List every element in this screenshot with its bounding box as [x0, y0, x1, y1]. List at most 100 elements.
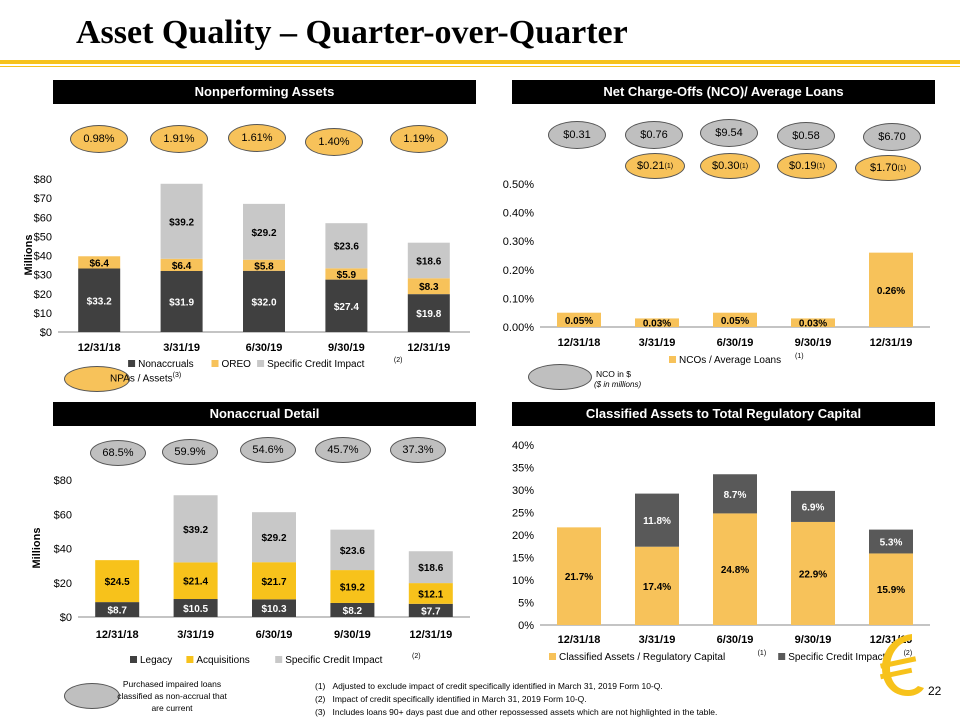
nonaccrual-current-oval: 45.7% — [315, 437, 371, 463]
data-label: $5.8 — [254, 261, 274, 272]
y-tick-label: $40 — [34, 251, 52, 263]
data-label: $19.2 — [340, 583, 365, 594]
y-tick-label: $20 — [54, 578, 72, 590]
data-label: $8.3 — [419, 282, 439, 293]
nonaccrual-header: Nonaccrual Detail — [53, 402, 476, 426]
data-label: $10.5 — [183, 604, 208, 615]
nco-chart: 0.00% 0.10% 0.20% 0.30% 0.40% 0.50% 0.05% 12/31… — [503, 179, 930, 366]
classified-chart: 0% 5% 10% 15% 20% 25% 30% 35% 40% 21.7% 12/31/18 17… — [512, 440, 930, 663]
data-label: $24.5 — [105, 577, 130, 588]
bar — [635, 493, 679, 547]
bar — [173, 495, 218, 563]
data-label: $31.9 — [169, 297, 194, 308]
data-label: 0.03% — [799, 319, 827, 330]
page-title: Asset Quality – Quarter-over-Quarter — [76, 14, 628, 51]
bar — [408, 551, 453, 584]
data-label: $32.0 — [251, 297, 276, 308]
bar — [557, 527, 601, 625]
legend-label: NCOs / Average Loans — [679, 355, 781, 366]
legend-label: OREO — [222, 359, 252, 370]
legend-swatch — [778, 653, 786, 660]
bar — [325, 268, 368, 280]
y-tick-label: $70 — [34, 193, 52, 205]
x-tick-label: 9/30/19 — [334, 629, 371, 641]
nco-dollar-oval: $0.58 — [777, 122, 835, 150]
data-label: $5.9 — [337, 270, 357, 281]
bar — [408, 603, 453, 617]
data-label: $18.6 — [418, 563, 443, 574]
y-tick-label: 20% — [512, 530, 534, 542]
bar — [78, 256, 121, 269]
nco-dollar-oval: $0.31 — [548, 121, 606, 149]
bar — [791, 318, 835, 327]
legend-label: Nonaccruals — [138, 359, 194, 370]
legend-swatch — [549, 653, 556, 660]
y-tick-label: 0.50% — [503, 179, 534, 191]
legend-label: Classified Assets / Regulatory Capital — [559, 652, 725, 663]
bar — [243, 203, 285, 260]
bar — [635, 546, 679, 625]
bar — [160, 183, 203, 259]
bar — [713, 474, 757, 514]
legend-swatch — [669, 356, 676, 363]
bar — [252, 599, 296, 617]
y-tick-label: 35% — [512, 463, 534, 475]
legend-label: Legacy — [140, 655, 172, 666]
x-tick-label: 12/31/19 — [870, 337, 913, 349]
nonaccrual-key-label: Purchased impaired loans classified as n… — [117, 679, 227, 713]
legend-swatch — [186, 656, 194, 663]
legend-label: Acquisitions — [196, 655, 249, 666]
nco-header: Net Charge-Offs (NCO)/ Average Loans — [512, 80, 935, 104]
bank-logo — [879, 634, 924, 696]
x-tick-label: 12/31/18 — [558, 337, 601, 349]
bar — [330, 529, 375, 571]
nco-adjusted-oval: $0.30 (1) — [700, 153, 760, 179]
data-label: $10.3 — [261, 604, 286, 615]
y-tick-label: $20 — [34, 289, 52, 301]
y-tick-label: 30% — [512, 485, 534, 497]
npa-chart: $0 $10 $20 $30 $40 $50 $60 $70 $80 Millions $33.2 $… — [23, 174, 470, 370]
y-tick-label: 0.40% — [503, 208, 534, 220]
data-label: $33.2 — [87, 296, 112, 307]
x-tick-label: 12/31/18 — [78, 342, 121, 354]
footnote: (1) Adjusted to exclude impact of credit… — [315, 681, 663, 691]
bar — [252, 512, 296, 563]
y-tick-label: 0.00% — [503, 322, 534, 334]
bar — [252, 562, 296, 600]
legend-label: Specific Credit Impact — [788, 652, 885, 663]
npa-header: Nonperforming Assets — [53, 80, 476, 104]
bar — [407, 278, 450, 295]
x-tick-label: 3/31/19 — [639, 634, 676, 646]
data-label: $27.4 — [334, 302, 359, 313]
y-tick-label: 5% — [518, 598, 534, 610]
x-tick-label: 9/30/19 — [795, 634, 832, 646]
y-tick-label: $60 — [54, 509, 72, 521]
bar — [325, 279, 368, 332]
bar — [243, 259, 285, 271]
bar — [243, 270, 285, 332]
nco-dollar-oval: $0.76 — [625, 121, 683, 149]
npa-ratio-oval: 0.98% — [70, 125, 128, 153]
x-tick-label: 6/30/19 — [246, 342, 283, 354]
legend-note: (2) — [412, 653, 421, 660]
legend-note: (1) — [795, 353, 804, 360]
data-label: 0.05% — [565, 316, 593, 327]
bar — [407, 294, 450, 332]
x-tick-label: 6/30/19 — [256, 629, 293, 641]
data-label: 0.03% — [643, 319, 671, 330]
x-tick-label: 6/30/19 — [717, 337, 754, 349]
y-tick-label: $0 — [40, 327, 52, 339]
bar — [408, 583, 453, 604]
data-label: 22.9% — [799, 569, 827, 580]
data-label: $39.2 — [169, 217, 194, 228]
y-tick-label: $60 — [34, 212, 52, 224]
bar — [173, 562, 218, 600]
bar — [78, 268, 121, 332]
x-tick-label: 6/30/19 — [717, 634, 754, 646]
y-axis-label: Millions — [23, 235, 35, 276]
legend-label: Specific Credit Impact — [285, 655, 382, 666]
y-tick-label: $50 — [34, 231, 52, 243]
bar — [869, 553, 913, 625]
x-tick-label: 12/31/18 — [558, 634, 601, 646]
data-label: $18.6 — [416, 256, 441, 267]
